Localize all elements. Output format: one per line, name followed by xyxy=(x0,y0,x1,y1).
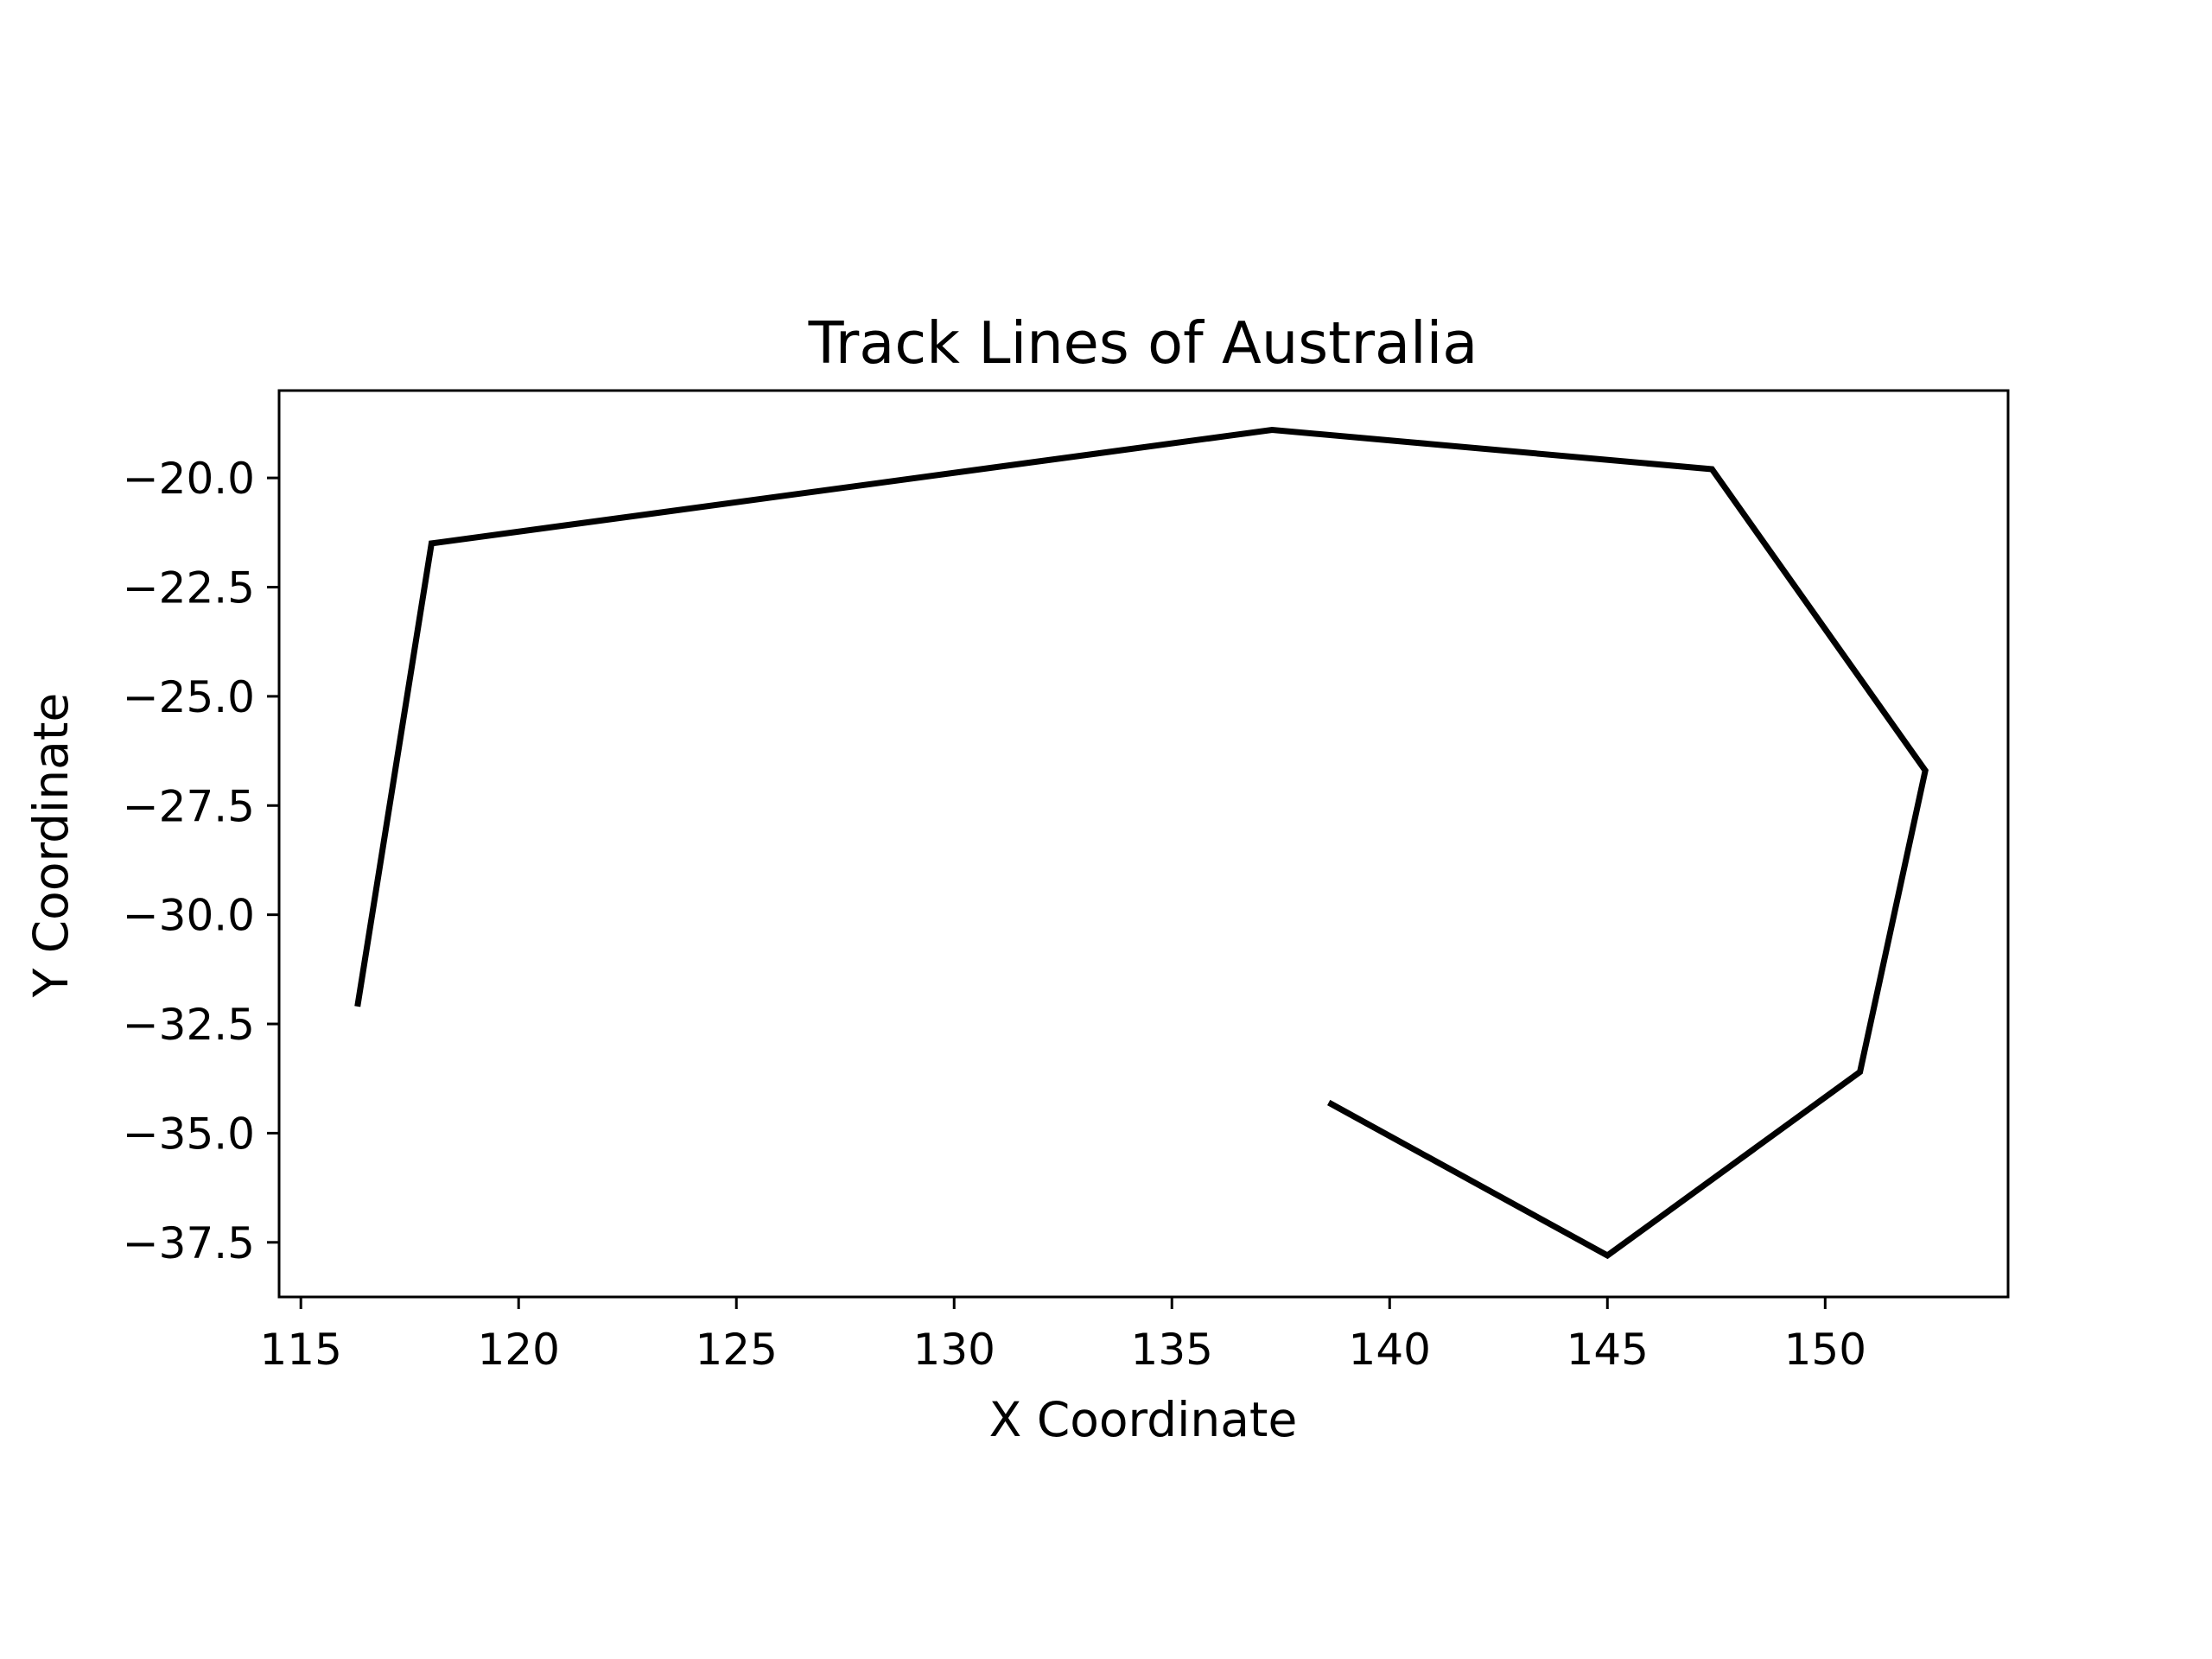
plot-frame xyxy=(277,389,2010,1299)
series-layer xyxy=(354,426,1929,1260)
y-tick-label: −37.5 xyxy=(123,1218,255,1268)
y-tick-label: −22.5 xyxy=(123,563,255,613)
chart-title: Track Lines of Australia xyxy=(808,309,1478,377)
series-line-0 xyxy=(354,426,1929,1260)
y-axis-ticks: −20.0 −22.5 −25.0 −27.5 −30.0 −32.5 −35.0 −37.5 xyxy=(123,454,279,1268)
x-tick-label: 135 xyxy=(1131,1325,1213,1375)
y-tick-label: −25.0 xyxy=(123,672,255,722)
y-tick-label: −20.0 xyxy=(123,454,255,504)
y-tick-label: −30.0 xyxy=(123,891,255,941)
x-tick-label: 145 xyxy=(1567,1325,1649,1375)
x-tick-label: 140 xyxy=(1349,1325,1431,1375)
y-tick-label: −27.5 xyxy=(123,781,255,831)
x-tick-label: 120 xyxy=(477,1325,559,1375)
y-tick-label: −35.0 xyxy=(123,1109,255,1159)
x-axis-label: X Coordinate xyxy=(989,1392,1298,1447)
x-tick-label: 115 xyxy=(259,1325,341,1375)
x-tick-label: 125 xyxy=(696,1325,778,1375)
y-axis-label: Y Coordinate xyxy=(23,693,79,999)
x-tick-label: 150 xyxy=(1784,1325,1866,1375)
x-axis-ticks: 115 120 125 130 135 140 145 150 xyxy=(259,1297,1866,1375)
plot-area xyxy=(277,389,2010,1299)
y-tick-label: −32.5 xyxy=(123,1000,255,1050)
x-tick-label: 130 xyxy=(913,1325,995,1375)
